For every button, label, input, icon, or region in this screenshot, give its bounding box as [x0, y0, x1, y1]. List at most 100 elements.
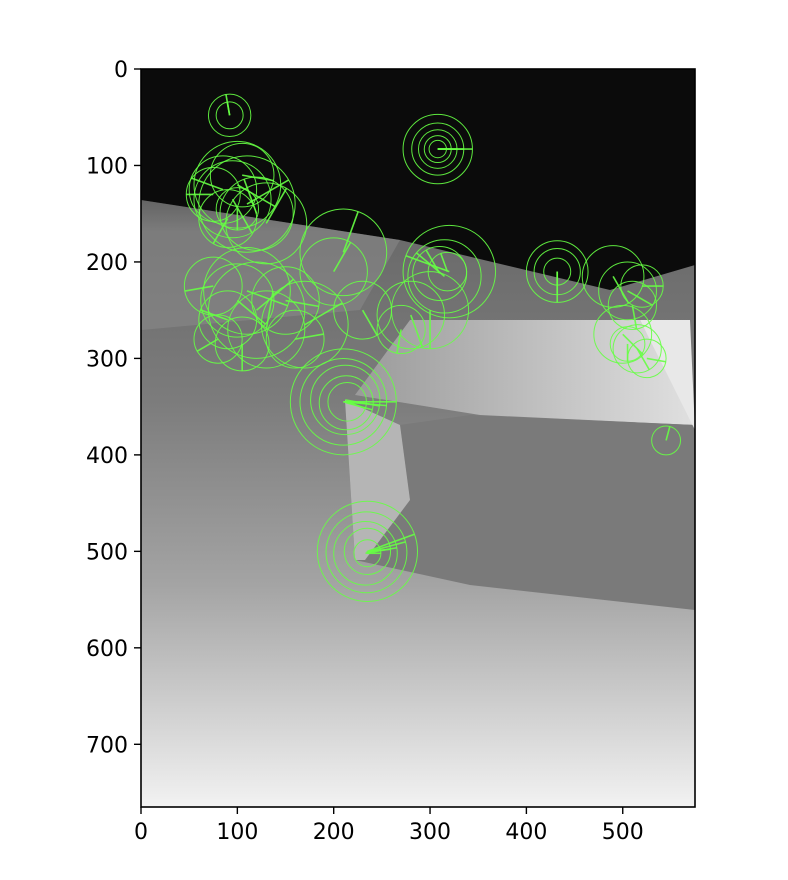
keypoint-circle	[299, 208, 388, 297]
keypoint-circle	[209, 142, 275, 208]
keypoint-orientation	[627, 290, 653, 307]
keypoint-42	[327, 382, 367, 422]
keypoint-46	[343, 527, 392, 575]
keypoint-circle	[333, 520, 398, 586]
keypoint-circle	[316, 500, 419, 602]
keypoint-circle	[598, 261, 657, 321]
dark-ceiling-region	[141, 69, 695, 290]
keypoint-47	[353, 539, 382, 568]
keypoint-markers	[183, 93, 682, 602]
x-tick-label: 100	[216, 820, 258, 845]
bright-right-region	[640, 320, 695, 430]
keypoint-circle	[607, 280, 657, 330]
keypoint-circle	[612, 324, 662, 374]
keypoint-orientation	[636, 348, 650, 371]
keypoint-orientation	[346, 401, 366, 410]
box-front-face	[345, 400, 695, 610]
keypoint-orientation	[304, 302, 343, 326]
keypoint-orientation	[396, 329, 402, 354]
keypoint-58	[609, 326, 646, 362]
keypoint-circle	[428, 139, 447, 159]
keypoint-9	[188, 155, 258, 224]
keypoint-circle	[225, 182, 308, 265]
keypoint-orientation	[242, 174, 274, 182]
keypoint-circle	[318, 375, 374, 431]
keypoint-circle	[203, 247, 291, 335]
y-tick-label: 600	[86, 637, 128, 662]
keypoint-43	[316, 500, 419, 602]
keypoint-16	[215, 187, 260, 231]
keypoint-circle	[251, 266, 320, 335]
keypoint-25	[376, 304, 426, 355]
keypoint-6	[428, 139, 447, 159]
keypoint-52	[598, 261, 657, 321]
keypoint-40	[310, 364, 381, 436]
keypoint-37	[183, 256, 243, 316]
keypoint-17	[299, 208, 388, 297]
keypoint-10	[198, 155, 296, 253]
keypoint-orientation	[265, 291, 274, 330]
x-tick-label: 200	[313, 820, 355, 845]
keypoint-orientation	[184, 285, 214, 292]
keypoint-circle	[310, 364, 381, 436]
keypoint-31	[227, 290, 306, 369]
y-tick-label: 300	[86, 347, 128, 372]
keypoint-circle	[183, 256, 243, 316]
keypoint-circle	[376, 280, 445, 350]
keypoint-orientation	[342, 211, 359, 253]
keypoint-orientation	[285, 299, 319, 308]
keypoint-28	[200, 263, 275, 338]
keypoint-13	[185, 166, 241, 222]
keypoint-circle	[651, 425, 682, 456]
keypoint-orientation	[367, 548, 391, 553]
y-tick-label: 200	[86, 251, 128, 276]
x-tick-label: 300	[409, 820, 451, 845]
y-tick-label: 400	[86, 444, 128, 469]
keypoint-circle	[299, 357, 388, 446]
y-tick-label: 0	[114, 58, 128, 83]
keypoint-15	[225, 182, 308, 265]
keypoint-circle	[343, 527, 392, 575]
keypoint-orientation	[361, 309, 378, 336]
keypoint-orientation	[256, 278, 295, 311]
plot-frame	[140, 68, 696, 808]
keypoint-14	[209, 142, 275, 208]
keypoint-circle	[207, 93, 252, 138]
keypoint-circle	[402, 224, 497, 319]
keypoint-orientation	[226, 101, 231, 116]
keypoint-50	[543, 257, 572, 286]
keypoint-59	[651, 425, 682, 456]
y-tick-label: 500	[86, 540, 128, 565]
keypoint-circle	[327, 382, 367, 422]
keypoint-circle	[265, 309, 325, 369]
keypoint-circle	[198, 155, 296, 253]
keypoint-orientation	[345, 399, 380, 407]
keypoint-circle	[333, 280, 393, 340]
keypoint-circle	[227, 290, 306, 369]
keypoint-circle	[325, 511, 408, 594]
keypoint-orientation	[410, 314, 424, 347]
keypoint-circle	[193, 160, 272, 239]
keypoint-circle	[207, 261, 306, 359]
y-tick-label: 100	[86, 154, 128, 179]
keypoint-orientation	[265, 187, 288, 224]
keypoint-26	[333, 280, 393, 340]
keypoint-orientation	[425, 249, 441, 274]
keypoint-circle	[593, 304, 653, 364]
box-side-face	[345, 400, 410, 560]
keypoint-54	[620, 264, 664, 308]
keypoint-orientation	[440, 253, 449, 272]
keypoint-19	[402, 224, 497, 319]
keypoint-36	[214, 316, 270, 372]
keypoint-32	[251, 266, 320, 335]
keypoint-orientation	[196, 338, 219, 352]
y-tick-label: 700	[86, 733, 128, 758]
plot-area	[141, 69, 695, 807]
x-tick-label: 0	[134, 820, 148, 845]
keypoint-circle	[188, 155, 258, 224]
keypoint-circle	[376, 304, 426, 355]
keypoint-orientation	[405, 255, 450, 273]
keypoint-34	[265, 309, 325, 369]
x-tick-label: 400	[505, 820, 547, 845]
